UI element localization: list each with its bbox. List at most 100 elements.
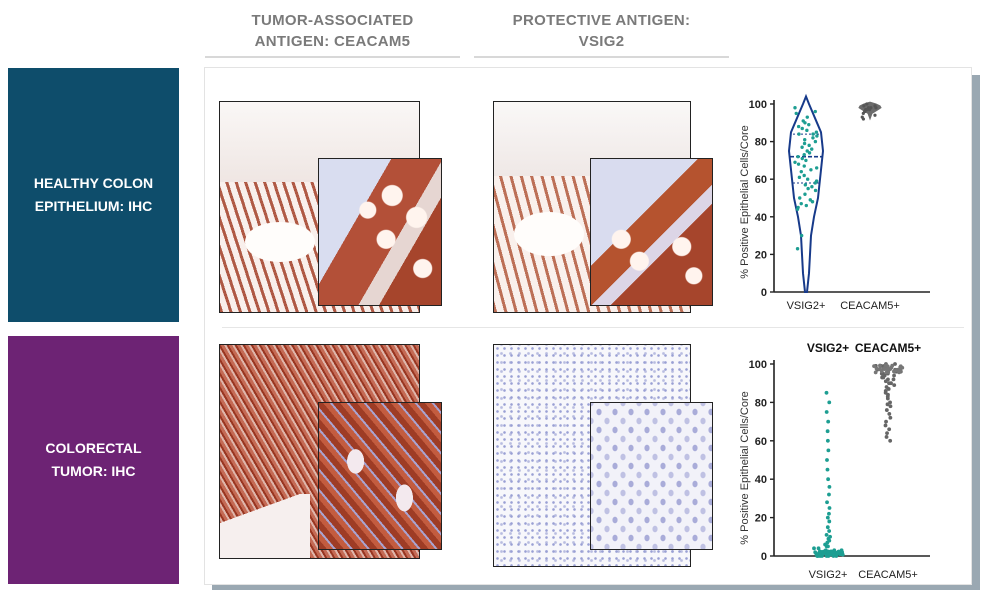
data-point <box>800 126 804 131</box>
data-point <box>885 367 890 371</box>
data-point <box>794 111 798 116</box>
y-axis-label: % Positive Epithelial Cells/Core <box>739 125 751 278</box>
data-point <box>883 363 888 368</box>
data-point <box>804 158 808 163</box>
data-point <box>833 550 837 555</box>
data-point <box>814 166 819 170</box>
data-point <box>888 415 893 420</box>
data-point <box>796 154 800 159</box>
violin-vsig2 <box>787 93 825 293</box>
data-point <box>813 139 818 144</box>
data-point <box>897 370 901 375</box>
data-point <box>796 124 801 129</box>
data-point <box>861 111 865 115</box>
header-rule <box>474 56 729 58</box>
data-point <box>840 552 845 557</box>
data-point <box>811 136 815 140</box>
axes: 0 20 40 60 80 100 VSIG2+ CEACAM5+ <box>749 359 930 581</box>
lumen-region <box>245 222 315 262</box>
row-label-line-2: EPITHELIUM: IHC <box>34 198 153 214</box>
header-line-2: VSIG2 <box>578 33 625 50</box>
header-line-1: PROTECTIVE ANTIGEN: <box>512 12 691 29</box>
ihc-inset-healthy-vsig2 <box>590 158 713 306</box>
data-point <box>808 198 812 202</box>
legend-label: VSIG2+ <box>807 341 849 355</box>
lumen-region <box>514 212 584 256</box>
data-point <box>818 551 822 556</box>
ihc-inset-tumor-ceacam5 <box>318 402 442 550</box>
data-point <box>827 400 832 405</box>
data-point <box>829 551 834 555</box>
x-tick-label: CEACAM5+ <box>840 300 900 312</box>
data-point <box>892 373 896 378</box>
data-point <box>825 438 830 443</box>
data-point <box>802 164 806 168</box>
data-point <box>813 550 818 555</box>
data-point <box>882 367 887 371</box>
y-tick-label: 60 <box>755 174 767 186</box>
data-point <box>799 201 803 206</box>
data-point <box>872 364 876 369</box>
data-point <box>813 109 817 114</box>
data-point <box>865 108 869 112</box>
data-point <box>805 115 809 119</box>
row-label-healthy: HEALTHY COLON EPITHELIUM: IHC <box>8 68 179 322</box>
data-point <box>803 183 808 187</box>
data-point <box>810 185 814 189</box>
data-point <box>796 162 801 166</box>
data-point <box>885 431 889 436</box>
legend-label: CEACAM5+ <box>855 341 921 355</box>
y-tick-label: 80 <box>755 397 767 409</box>
data-point <box>800 145 804 149</box>
data-point <box>824 532 829 537</box>
x-tick-label: VSIG2+ <box>787 300 826 312</box>
data-point <box>795 207 800 211</box>
data-point <box>799 233 804 238</box>
column-header-protective-antigen: PROTECTIVE ANTIGEN: VSIG2 <box>474 10 729 58</box>
y-tick-label: 100 <box>749 359 767 371</box>
data-point <box>873 113 877 117</box>
data-point <box>885 402 890 407</box>
data-point <box>884 408 889 412</box>
data-point <box>827 529 832 533</box>
data-point <box>887 427 892 432</box>
ihc-inset-healthy-ceacam5 <box>318 158 442 306</box>
data-point <box>825 458 829 462</box>
beeswarm-chart-tumor: % Positive Epithelial Cells/Core 0 20 40 60… <box>739 341 930 581</box>
data-point <box>805 149 809 153</box>
y-tick-label: 80 <box>755 137 767 149</box>
axes: 0 20 40 60 80 100 VSIG2+ CEACAM5+ <box>749 99 930 312</box>
data-point <box>836 549 841 554</box>
row-label-tumor: COLORECTAL TUMOR: IHC <box>8 336 179 584</box>
data-point <box>816 546 821 551</box>
data-point <box>886 370 891 375</box>
plot-area <box>787 93 882 293</box>
data-point <box>892 369 896 374</box>
data-point <box>886 387 891 391</box>
data-point <box>797 175 802 180</box>
data-point <box>861 117 866 121</box>
data-point <box>879 369 884 374</box>
y-tick-label: 40 <box>755 212 767 224</box>
violin-chart-healthy: % Positive Epithelial Cells/Core 0 20 40 60… <box>739 93 930 312</box>
data-point <box>806 186 810 191</box>
data-point <box>862 104 866 108</box>
data-point <box>826 544 830 549</box>
header-line-1: TUMOR-ASSOCIATED <box>251 12 414 29</box>
data-point <box>810 147 814 151</box>
data-point <box>878 363 882 368</box>
data-point <box>884 435 889 439</box>
data-point <box>797 132 801 136</box>
data-point <box>893 362 897 366</box>
data-point <box>823 549 827 554</box>
data-point <box>883 423 888 428</box>
data-point <box>809 168 813 172</box>
data-point <box>827 506 832 510</box>
header-rule <box>205 56 460 58</box>
data-point <box>805 177 810 181</box>
data-point <box>810 200 815 204</box>
ihc-inset-tumor-vsig2 <box>590 402 713 550</box>
y-tick-label: 20 <box>755 249 767 261</box>
x-tick-label: CEACAM5+ <box>858 569 918 581</box>
row-label-line-1: HEALTHY COLON <box>33 175 154 191</box>
